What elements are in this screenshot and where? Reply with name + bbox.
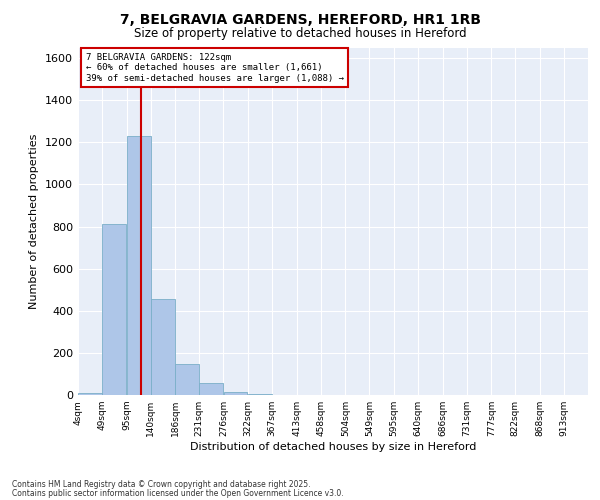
Bar [248, 394, 272, 395]
Text: 7 BELGRAVIA GARDENS: 122sqm
← 60% of detached houses are smaller (1,661)
39% of : 7 BELGRAVIA GARDENS: 122sqm ← 60% of det… [86, 52, 344, 82]
Bar [175, 364, 199, 395]
Y-axis label: Number of detached properties: Number of detached properties [29, 134, 40, 309]
Bar [102, 224, 126, 395]
Text: Contains HM Land Registry data © Crown copyright and database right 2025.: Contains HM Land Registry data © Crown c… [12, 480, 311, 489]
Text: Size of property relative to detached houses in Hereford: Size of property relative to detached ho… [134, 28, 466, 40]
Bar [224, 392, 247, 395]
Text: Contains public sector information licensed under the Open Government Licence v3: Contains public sector information licen… [12, 488, 344, 498]
X-axis label: Distribution of detached houses by size in Hereford: Distribution of detached houses by size … [190, 442, 476, 452]
Bar [199, 384, 223, 395]
Bar [127, 136, 151, 395]
Bar [151, 299, 175, 395]
Bar [78, 393, 102, 395]
Text: 7, BELGRAVIA GARDENS, HEREFORD, HR1 1RB: 7, BELGRAVIA GARDENS, HEREFORD, HR1 1RB [119, 12, 481, 26]
